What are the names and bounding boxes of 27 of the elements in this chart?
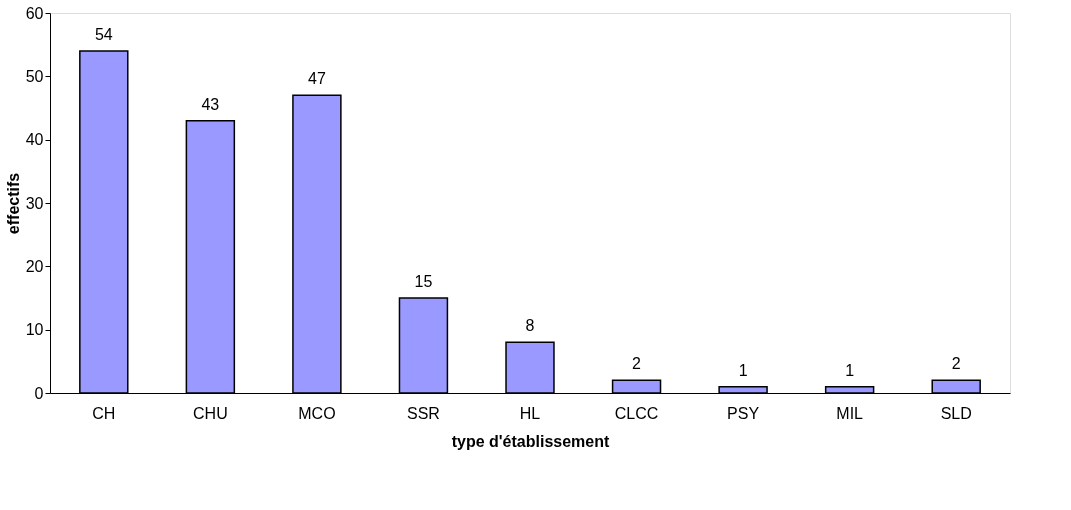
x-tick-label: MIL <box>836 404 864 422</box>
y-tick-label: 40 <box>25 131 44 149</box>
y-tick-label: 60 <box>25 4 44 22</box>
data-label: 15 <box>414 273 433 290</box>
data-label: 8 <box>525 317 535 335</box>
data-label: 54 <box>94 26 113 43</box>
x-tick-label: SLD <box>940 404 972 422</box>
data-label: 1 <box>738 361 748 379</box>
data-label: 2 <box>951 355 961 373</box>
x-tick-label: CLCC <box>614 404 659 422</box>
data-label: 2 <box>632 355 642 373</box>
x-axis-title: type d'établissement <box>451 432 610 450</box>
y-axis-title: effectifs <box>4 172 22 235</box>
x-tick-label: MCO <box>298 404 336 422</box>
y-tick-label: 30 <box>25 194 44 212</box>
x-tick-label: PSY <box>727 404 760 422</box>
x-tick-label: SSR <box>407 404 440 422</box>
data-label: 43 <box>201 95 220 113</box>
x-tick-label: CHU <box>193 404 228 422</box>
x-tick-label: HL <box>519 404 541 422</box>
y-tick-label: 0 <box>34 384 44 402</box>
y-tick-label: 50 <box>25 67 44 85</box>
data-label: 47 <box>308 70 326 88</box>
y-tick-label: 20 <box>25 257 44 275</box>
y-tick-label: 10 <box>25 321 44 339</box>
x-tick-label: CH <box>92 404 116 422</box>
data-label: 1 <box>845 361 855 379</box>
